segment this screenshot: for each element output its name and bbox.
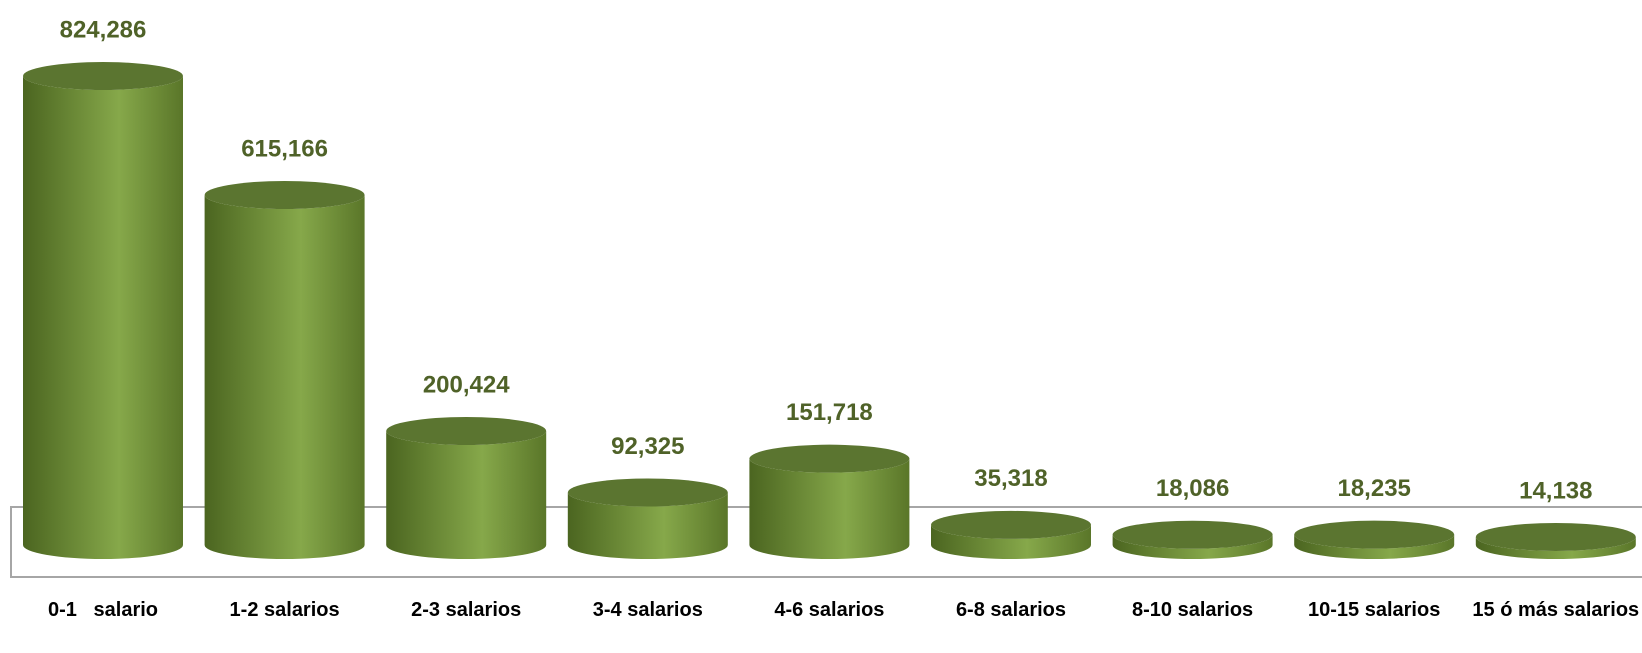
x-tick-label: 0-1 salario xyxy=(47,599,159,621)
x-tick-label: 8-10 salarios xyxy=(1131,599,1254,621)
value-label: 615,166 xyxy=(241,135,328,162)
cylinder-top xyxy=(749,444,910,473)
cylinder-body xyxy=(749,458,910,559)
value-label: 35,318 xyxy=(974,465,1047,492)
cylinder-top xyxy=(931,510,1091,539)
cylinder-body xyxy=(567,492,728,559)
value-label: 14,138 xyxy=(1519,477,1592,504)
cylinder-body xyxy=(386,430,547,559)
cylinder-body xyxy=(1475,536,1636,559)
cylinder-top xyxy=(204,180,365,209)
cylinder-body xyxy=(1294,534,1455,559)
cylinder-top xyxy=(1475,522,1636,551)
cylinder-body xyxy=(931,524,1091,559)
x-tick-label: 2-3 salarios xyxy=(411,599,522,621)
cylinder-top xyxy=(1112,520,1273,549)
cylinder-top xyxy=(567,478,728,507)
x-tick-label: 10-15 salarios xyxy=(1308,599,1441,621)
cylinder-top xyxy=(1294,520,1455,549)
x-tick-label: 3-4 salarios xyxy=(592,599,703,621)
cylinder-body xyxy=(204,194,365,559)
x-tick-label: 1-2 salarios xyxy=(229,599,340,621)
cylinder-body xyxy=(23,76,183,559)
value-label: 151,718 xyxy=(786,399,873,426)
cylinder-body xyxy=(1112,534,1273,559)
cylinder-top xyxy=(23,62,183,90)
value-label: 824,286 xyxy=(60,16,147,43)
x-tick-label: 4-6 salarios xyxy=(774,599,885,621)
value-label: 18,086 xyxy=(1156,475,1229,502)
x-tick-label: 15 ó más salarios xyxy=(1472,599,1640,621)
value-label: 18,235 xyxy=(1337,475,1410,502)
value-label: 200,424 xyxy=(423,371,510,398)
x-tick-label: 6-8 salarios xyxy=(955,599,1067,621)
value-label: 92,325 xyxy=(611,433,684,460)
cylinder-top xyxy=(386,416,547,445)
